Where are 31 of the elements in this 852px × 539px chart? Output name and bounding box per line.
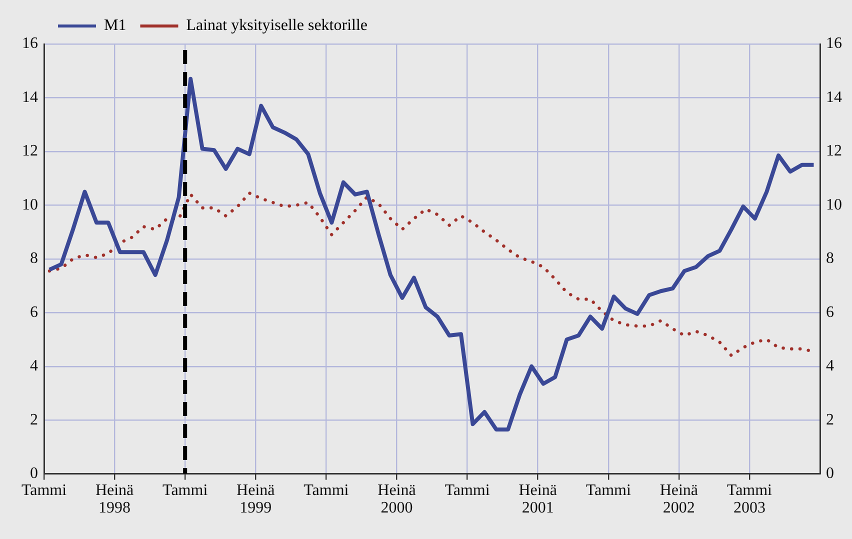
x-tick-label: Tammi bbox=[21, 482, 68, 499]
x-tick-label: Tammi 2003 bbox=[726, 482, 773, 516]
legend-label: M1 bbox=[104, 17, 126, 34]
legend-label: Lainat yksityiselle sektorille bbox=[186, 17, 368, 34]
y-tick-label: 0 bbox=[30, 465, 38, 482]
y2-tick-label: 10 bbox=[826, 196, 842, 214]
y2-tick-label: 0 bbox=[826, 465, 834, 482]
y-tick-label: 16 bbox=[22, 35, 38, 52]
y-tick-label: 4 bbox=[30, 358, 38, 375]
y2-tick-label: 14 bbox=[826, 88, 842, 106]
y2-tick-label: 6 bbox=[826, 304, 834, 321]
x-tick-label: Tammi bbox=[304, 482, 350, 499]
x-tick-label: Heinä 1998 bbox=[95, 482, 134, 516]
x-tick-label: Tammi bbox=[444, 482, 490, 499]
x-tick-label: Heinä 2002 bbox=[660, 482, 698, 516]
y2-tick-label: 2 bbox=[826, 411, 834, 428]
x-tick-label: Heinä 2000 bbox=[378, 482, 416, 516]
y-tick-label: 12 bbox=[22, 142, 38, 160]
y-tick-label: 2 bbox=[30, 411, 38, 428]
y-tick-label: 8 bbox=[30, 250, 38, 268]
x-tick-label: Tammi bbox=[162, 482, 208, 499]
x-tick-label: Heinä 2001 bbox=[518, 482, 557, 516]
y2-tick-label: 16 bbox=[826, 35, 842, 52]
y-tick-label: 14 bbox=[22, 88, 38, 106]
y-tick-label: 6 bbox=[30, 304, 38, 321]
y2-tick-label: 8 bbox=[826, 250, 834, 268]
x-tick-label: Heinä 1999 bbox=[236, 482, 275, 516]
y2-tick-label: 4 bbox=[826, 358, 834, 375]
x-tick-label: Tammi bbox=[586, 482, 632, 499]
y2-tick-label: 12 bbox=[826, 142, 842, 160]
y-tick-label: 10 bbox=[22, 196, 38, 214]
